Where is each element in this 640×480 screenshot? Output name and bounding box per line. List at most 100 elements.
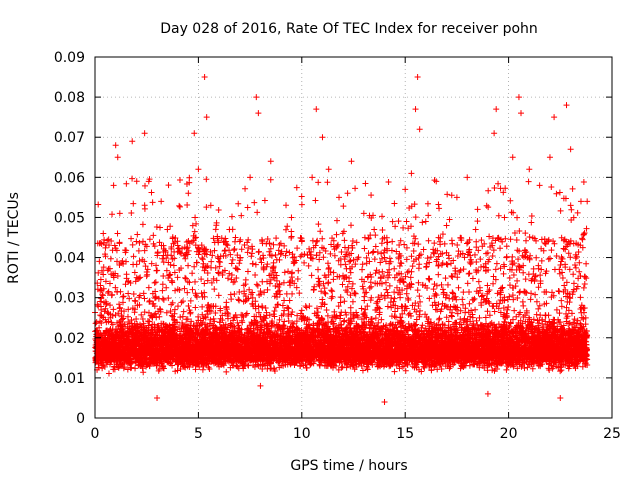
data-point bbox=[347, 304, 354, 311]
data-point bbox=[522, 276, 529, 283]
data-point bbox=[530, 265, 537, 272]
data-point bbox=[556, 310, 563, 317]
data-point bbox=[391, 289, 398, 296]
data-point bbox=[124, 313, 131, 320]
data-point bbox=[415, 254, 422, 261]
data-point bbox=[150, 232, 157, 239]
data-point bbox=[445, 318, 452, 325]
data-point bbox=[315, 275, 322, 282]
data-point bbox=[159, 281, 166, 288]
data-point bbox=[553, 252, 560, 259]
data-point bbox=[282, 226, 289, 233]
data-point bbox=[454, 241, 461, 248]
data-point bbox=[254, 209, 261, 216]
data-point bbox=[371, 256, 378, 263]
data-point bbox=[367, 232, 374, 239]
data-point bbox=[404, 269, 411, 276]
data-point bbox=[569, 185, 576, 192]
data-point bbox=[367, 279, 374, 286]
data-point bbox=[251, 199, 258, 206]
data-point bbox=[500, 305, 507, 312]
data-point bbox=[577, 305, 584, 312]
data-point bbox=[427, 254, 434, 261]
data-point bbox=[529, 365, 536, 372]
data-point bbox=[109, 211, 116, 218]
data-point bbox=[140, 369, 147, 376]
data-point bbox=[276, 316, 283, 323]
data-point bbox=[436, 205, 443, 212]
data-point bbox=[527, 296, 534, 303]
data-point bbox=[208, 258, 215, 265]
data-point bbox=[421, 364, 428, 371]
data-point bbox=[141, 295, 148, 302]
data-point bbox=[537, 272, 544, 279]
data-point bbox=[561, 282, 568, 289]
data-point bbox=[455, 284, 462, 291]
data-point bbox=[425, 275, 432, 282]
data-point bbox=[515, 256, 522, 263]
data-point bbox=[272, 252, 279, 258]
data-points bbox=[92, 74, 591, 405]
data-point bbox=[575, 249, 582, 256]
data-point bbox=[176, 202, 183, 209]
data-point bbox=[375, 319, 382, 326]
data-point bbox=[351, 313, 358, 320]
data-point bbox=[316, 362, 323, 369]
data-point bbox=[577, 294, 584, 301]
data-point bbox=[472, 226, 479, 233]
data-point bbox=[330, 269, 337, 276]
data-point bbox=[159, 255, 166, 262]
data-point bbox=[267, 252, 274, 259]
data-point bbox=[167, 223, 174, 230]
data-point bbox=[408, 268, 415, 275]
data-point bbox=[490, 247, 497, 254]
data-point bbox=[110, 306, 117, 313]
data-point bbox=[286, 249, 293, 256]
data-point bbox=[348, 222, 355, 229]
data-point bbox=[289, 269, 296, 276]
data-point bbox=[559, 274, 566, 281]
data-point bbox=[381, 295, 388, 302]
data-point bbox=[417, 298, 424, 305]
data-point bbox=[174, 274, 181, 281]
data-point bbox=[281, 297, 288, 304]
data-point bbox=[294, 245, 301, 252]
data-point bbox=[377, 259, 384, 266]
data-point bbox=[369, 249, 376, 256]
data-point bbox=[570, 271, 577, 278]
data-point bbox=[548, 247, 555, 254]
data-point bbox=[152, 279, 159, 286]
data-point bbox=[523, 237, 530, 244]
data-point bbox=[298, 193, 305, 200]
data-point bbox=[266, 248, 273, 255]
data-point bbox=[208, 279, 215, 286]
data-point bbox=[556, 189, 563, 196]
data-point bbox=[441, 240, 448, 247]
data-point bbox=[570, 280, 577, 287]
data-point bbox=[466, 270, 473, 277]
data-point bbox=[315, 221, 322, 228]
data-point bbox=[105, 370, 112, 377]
data-point bbox=[257, 256, 264, 263]
data-point bbox=[558, 297, 565, 304]
data-point bbox=[572, 264, 579, 271]
data-point bbox=[199, 255, 206, 262]
data-point bbox=[341, 244, 348, 251]
data-point bbox=[301, 259, 308, 266]
data-point bbox=[574, 209, 581, 216]
data-point bbox=[130, 291, 137, 298]
data-point bbox=[308, 255, 315, 262]
data-point bbox=[159, 287, 166, 294]
data-point bbox=[431, 250, 438, 257]
data-point bbox=[284, 223, 291, 230]
data-point bbox=[567, 202, 574, 209]
data-point bbox=[337, 294, 344, 301]
data-point bbox=[435, 316, 442, 323]
data-point bbox=[565, 250, 572, 257]
data-point bbox=[95, 201, 102, 208]
data-point bbox=[547, 255, 554, 262]
data-point bbox=[248, 250, 255, 257]
data-point bbox=[315, 266, 322, 273]
data-point bbox=[248, 253, 255, 260]
data-point bbox=[533, 254, 540, 261]
